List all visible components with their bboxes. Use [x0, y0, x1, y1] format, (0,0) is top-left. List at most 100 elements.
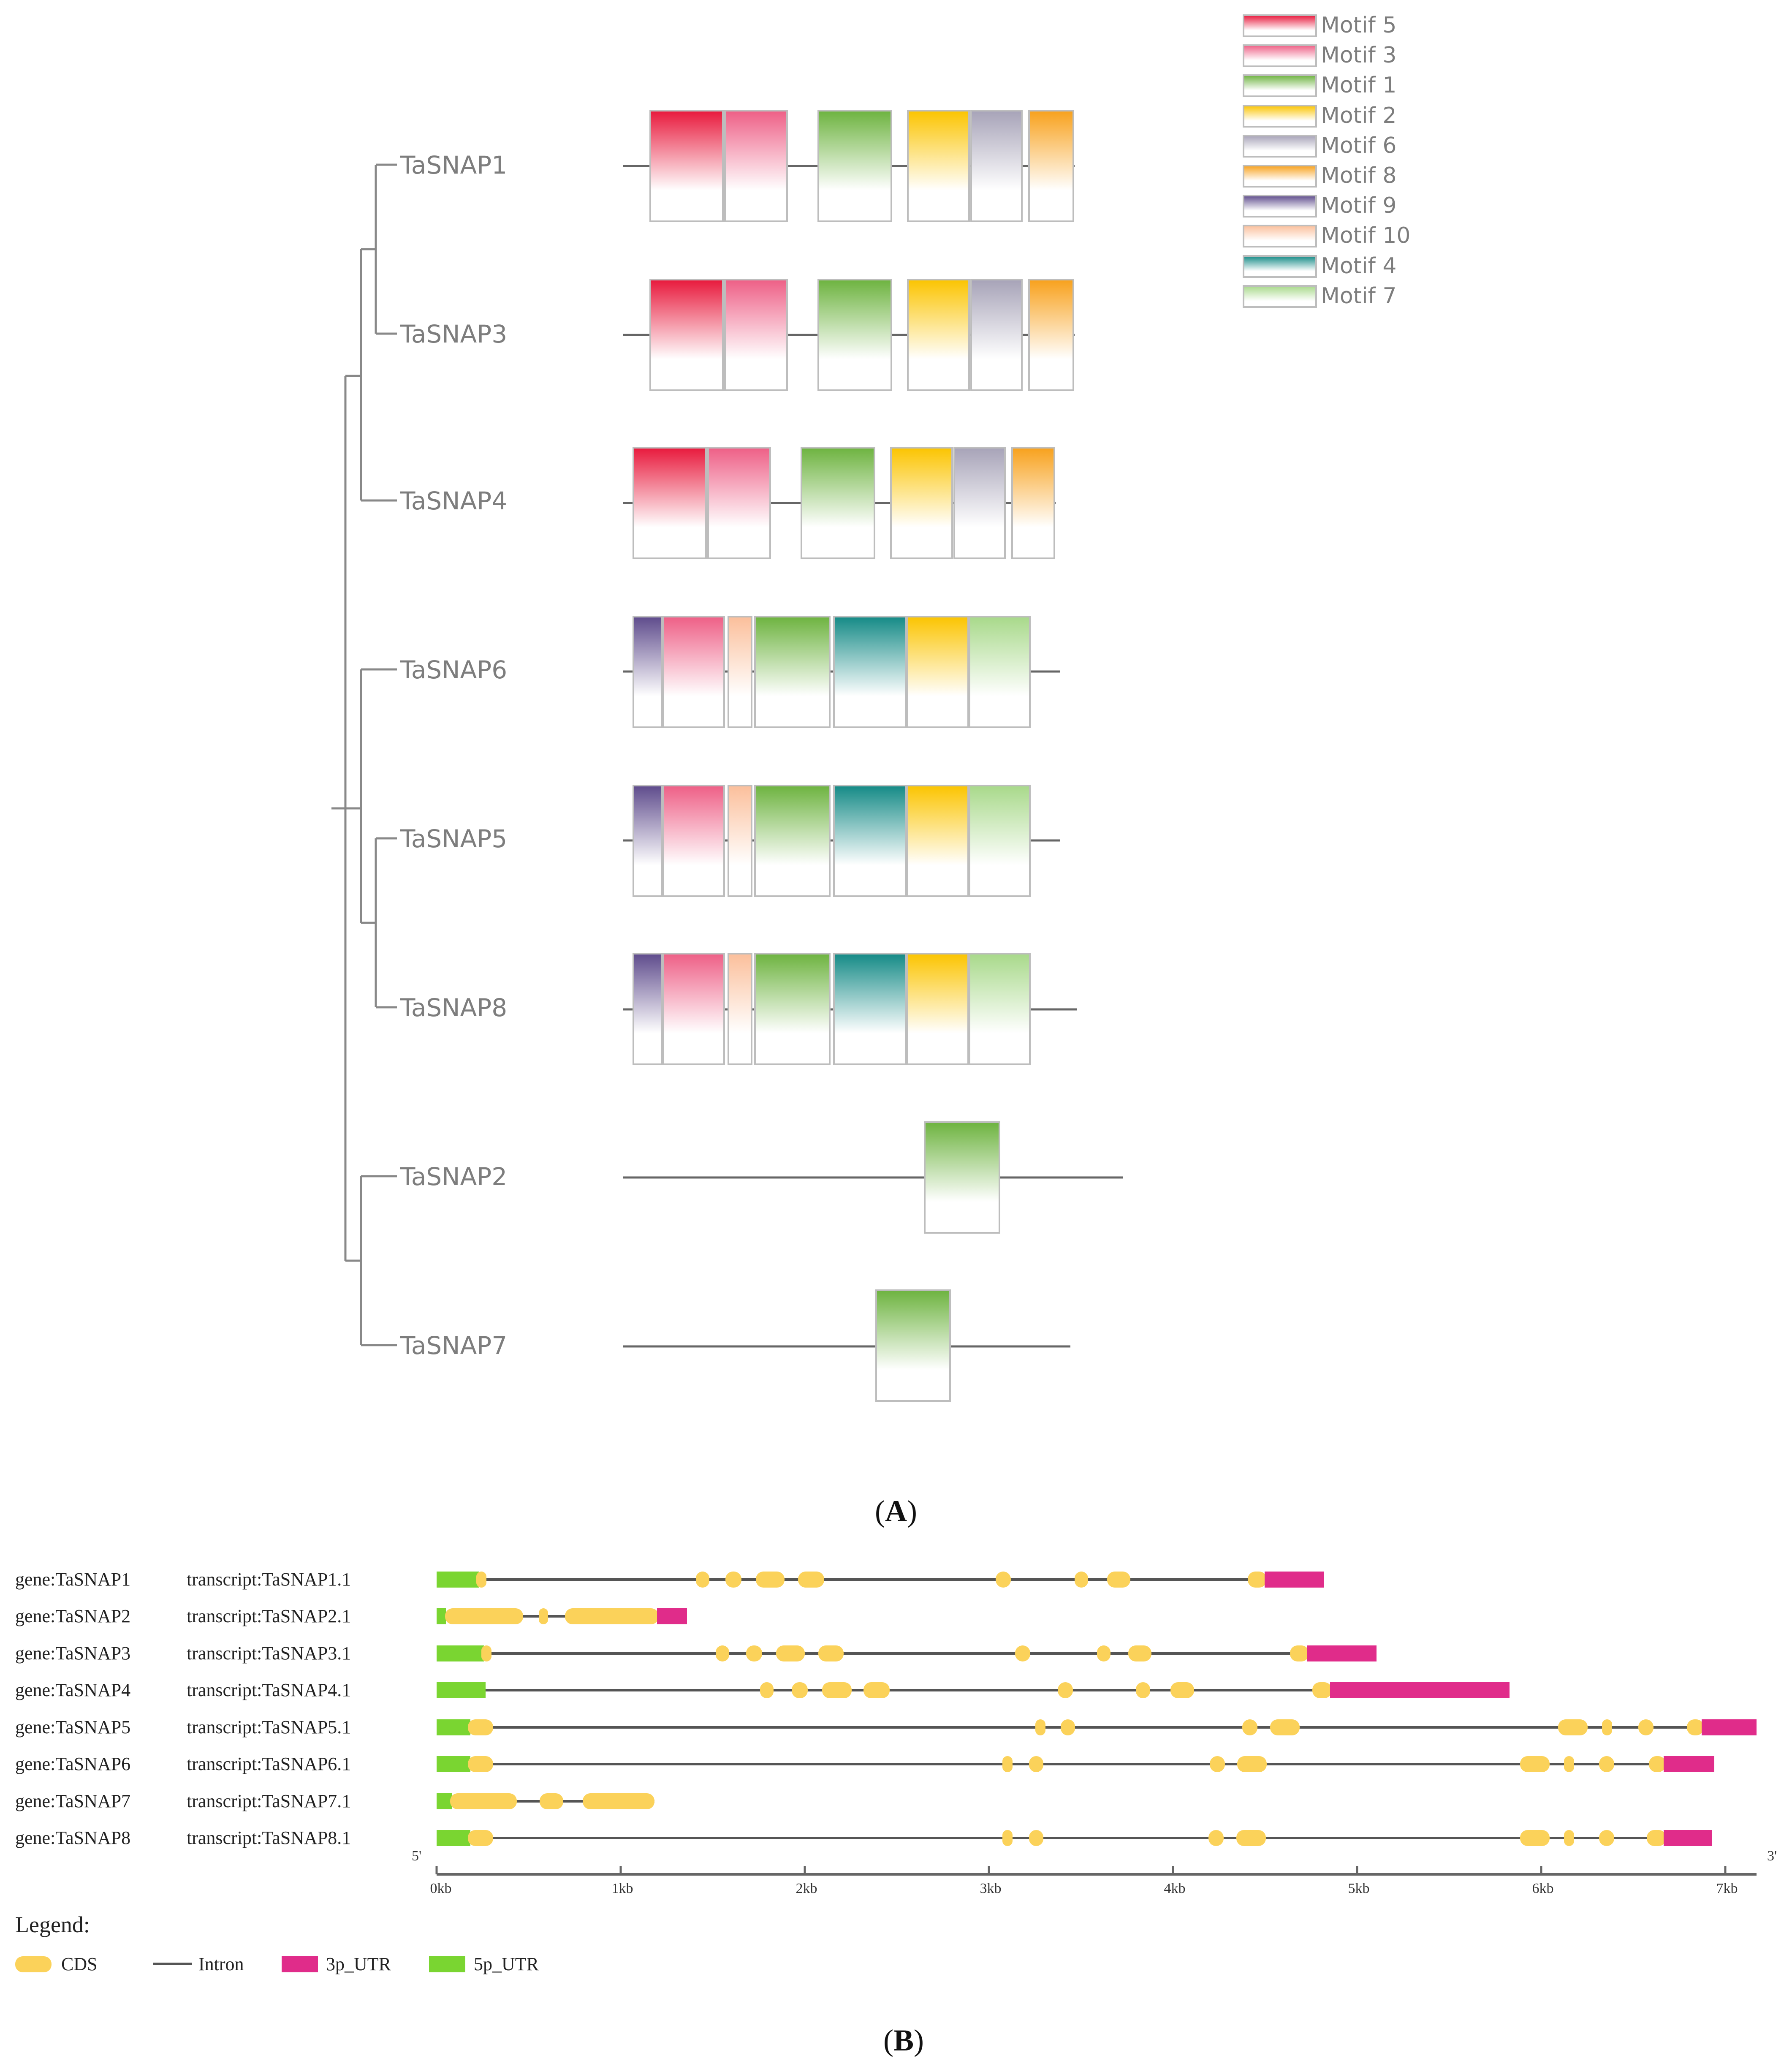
three-prime-label: 3' — [1767, 1848, 1777, 1864]
gene-label: TaSNAP5 — [400, 824, 507, 853]
motif-1-box — [817, 110, 892, 222]
motif-1-box — [754, 785, 831, 897]
gene-id: gene:TaSNAP6 — [15, 1754, 130, 1774]
motif-5-box — [649, 279, 724, 391]
cds-block — [1210, 1756, 1225, 1772]
gene-label: TaSNAP7 — [400, 1331, 507, 1360]
cds-block — [1170, 1682, 1194, 1698]
motif-3-box — [707, 447, 771, 559]
cds-block — [1638, 1719, 1654, 1735]
gene-label: TaSNAP3 — [400, 320, 507, 348]
legend-swatch — [1243, 44, 1317, 67]
gene-label: TaSNAP4 — [400, 487, 507, 515]
5p-utr — [437, 1572, 479, 1588]
gene-structure — [437, 1645, 1377, 1661]
transcript-id: transcript:TaSNAP1.1 — [187, 1569, 351, 1590]
cds-block — [760, 1682, 774, 1698]
motif-10-box — [728, 785, 752, 897]
cds-block — [1058, 1682, 1073, 1698]
panel-a: TaSNAP1 TaSNAP3 TaSNAP4 TaSNAP6 TaSNAP5 … — [331, 13, 1411, 1528]
transcript-id: transcript:TaSNAP4.1 — [187, 1680, 351, 1700]
cds-block — [746, 1645, 762, 1661]
3p-utr — [1307, 1645, 1377, 1661]
scale-axis: 0kb 1kb 2kb 3kb 4kb 5kb 6kb 7kb 5' 3' — [412, 1848, 1777, 1896]
cds-block — [756, 1572, 785, 1588]
cds-block — [1599, 1756, 1614, 1772]
motif-1-box — [754, 953, 831, 1065]
legend-label: Motif 6 — [1321, 133, 1396, 158]
transcript-id: transcript:TaSNAP8.1 — [187, 1827, 351, 1848]
legend-swatch — [1243, 14, 1317, 37]
3p-utr — [1702, 1719, 1757, 1735]
cds-block — [798, 1572, 824, 1588]
cds-block — [1097, 1645, 1110, 1661]
motif-1-box — [817, 279, 892, 391]
5p-utr — [437, 1682, 486, 1698]
cds-block — [481, 1645, 491, 1661]
motif-2-box — [906, 785, 969, 897]
legend-swatch — [1243, 195, 1317, 218]
5p-utr-swatch — [429, 1956, 465, 1972]
motif-7-box — [969, 953, 1031, 1065]
cds-block — [1061, 1719, 1075, 1735]
cds-block — [1290, 1645, 1309, 1661]
cds-block — [818, 1645, 844, 1661]
cds-block — [1002, 1756, 1013, 1772]
cds-block — [1237, 1756, 1267, 1772]
transcript-id: transcript:TaSNAP7.1 — [187, 1791, 351, 1811]
axis-tick-label: 5kb — [1348, 1881, 1370, 1896]
panel-a-caption: (A) — [875, 1494, 917, 1528]
gene-id: gene:TaSNAP4 — [15, 1680, 130, 1700]
cds-block — [1015, 1645, 1030, 1661]
cds-block — [863, 1682, 890, 1698]
motif-5-box — [633, 447, 707, 559]
legend-label: Motif 2 — [1321, 103, 1396, 128]
phylogenetic-tree — [331, 163, 397, 1346]
five-prime-label: 5' — [412, 1848, 421, 1864]
5p-utr — [437, 1608, 446, 1624]
gene-label: TaSNAP1 — [400, 151, 507, 179]
transcript-id: transcript:TaSNAP3.1 — [187, 1643, 351, 1664]
legend-label: Motif 9 — [1321, 193, 1396, 218]
legend-swatch — [1243, 74, 1317, 97]
panel-b-caption: (B) — [883, 2023, 924, 2057]
cds-block — [540, 1793, 563, 1809]
cds-block — [716, 1645, 729, 1661]
cds-block — [468, 1830, 493, 1846]
3p-utr — [657, 1608, 687, 1624]
motif-2-box — [906, 616, 969, 728]
legend-swatch — [1243, 285, 1317, 308]
cds-block — [468, 1756, 493, 1772]
cds-block — [1558, 1719, 1588, 1735]
3p-utr — [1265, 1572, 1324, 1588]
motif-1-box — [924, 1121, 1000, 1234]
gene-id: gene:TaSNAP1 — [15, 1569, 130, 1590]
motif-10-box — [728, 616, 752, 728]
cds-block — [822, 1682, 852, 1698]
cds-block — [1270, 1719, 1300, 1735]
legend-label: 3p_UTR — [326, 1954, 391, 1974]
legend-label: Intron — [198, 1954, 244, 1974]
cds-block — [1236, 1830, 1266, 1846]
cds-block — [476, 1572, 486, 1588]
cds-block — [1312, 1682, 1332, 1698]
motif-3-box — [662, 785, 725, 897]
motif-9-box — [633, 785, 663, 897]
gene-structure — [437, 1830, 1712, 1846]
motif-6-box — [953, 447, 1006, 559]
motif-1-box — [801, 447, 875, 559]
gene-id: gene:TaSNAP3 — [15, 1643, 130, 1664]
gene-label: TaSNAP6 — [400, 655, 507, 684]
legend-label: CDS — [61, 1954, 98, 1974]
cds-block — [1075, 1572, 1088, 1588]
legend-label: Motif 7 — [1321, 283, 1396, 309]
cds-block — [1599, 1830, 1614, 1846]
cds-block — [1602, 1719, 1612, 1735]
legend-title: Legend: — [15, 1912, 90, 1937]
cds-block — [1248, 1572, 1267, 1588]
motif-3-box — [662, 616, 725, 728]
motif-6-box — [970, 110, 1023, 222]
legend-label: Motif 5 — [1321, 13, 1396, 38]
cds-block — [696, 1572, 709, 1588]
